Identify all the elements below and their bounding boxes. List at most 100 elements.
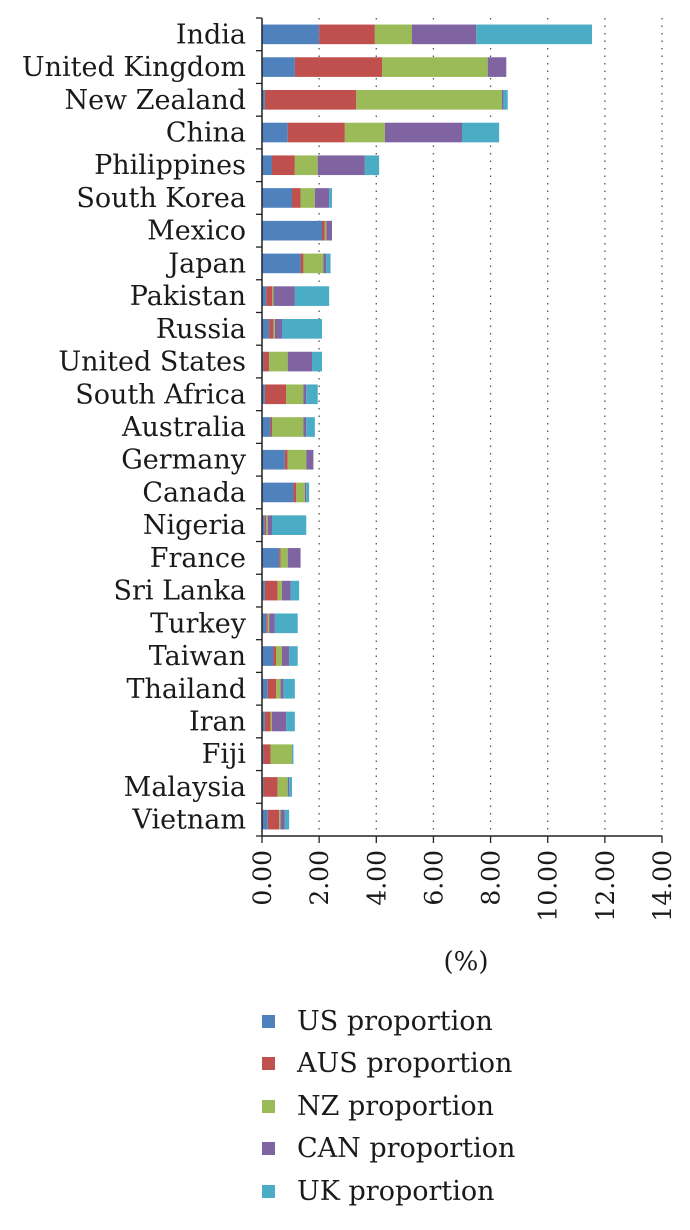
- bar-segment: [267, 678, 277, 699]
- bar-segment: [266, 515, 268, 535]
- bar-segment: [267, 515, 272, 535]
- bar-segment: [262, 384, 265, 405]
- bar-segment: [503, 89, 508, 110]
- category-label: United Kingdom: [22, 52, 246, 83]
- legend-label: NZ proportion: [297, 1090, 494, 1122]
- bar-segment: [282, 580, 291, 601]
- bar-segment: [273, 319, 275, 339]
- bar-segment: [282, 646, 290, 666]
- bar-segment: [262, 515, 265, 535]
- x-tick-label: 10.00: [534, 850, 563, 922]
- bar-segment: [284, 449, 288, 470]
- bar-segment: [296, 482, 305, 503]
- bar-segment: [329, 188, 332, 208]
- bar-segment: [266, 613, 268, 634]
- bar-segment: [280, 678, 284, 699]
- bar-segment: [269, 351, 288, 372]
- category-label: China: [166, 118, 246, 149]
- bar-segment: [326, 253, 331, 274]
- bar-segment: [287, 122, 345, 143]
- category-label: New Zealand: [64, 85, 246, 116]
- bar-segment: [262, 548, 280, 568]
- category-label: France: [150, 543, 246, 574]
- category-label: United States: [58, 347, 246, 378]
- bar-segment: [294, 155, 318, 176]
- bar-segment: [263, 777, 278, 797]
- bars: [262, 24, 592, 830]
- bar-segment: [279, 809, 281, 830]
- bar-segment: [317, 155, 365, 176]
- category-label: Vietnam: [131, 805, 246, 836]
- bar-segment: [263, 744, 271, 765]
- bar-segment: [293, 482, 297, 503]
- bar-segment: [344, 122, 385, 143]
- bar-segment: [262, 580, 265, 601]
- bar-segment: [262, 24, 320, 45]
- bar-segment: [273, 286, 295, 306]
- bar-segment: [487, 57, 507, 77]
- bar-segment: [262, 89, 265, 110]
- x-tick-label: 4.00: [362, 850, 391, 906]
- gridlines: [318, 18, 663, 836]
- bar-segment: [262, 319, 270, 339]
- legend-item: US proportion: [262, 1000, 515, 1043]
- x-tick-label: 6.00: [419, 850, 448, 906]
- axes: [256, 17, 663, 843]
- bar-segment: [269, 319, 274, 339]
- x-tick-label: 12.00: [591, 850, 620, 922]
- bar-segment: [287, 548, 301, 568]
- bar-segment: [272, 286, 274, 306]
- bar-segment: [262, 188, 292, 208]
- bar-segment: [286, 384, 304, 405]
- legend-item: CAN proportion: [262, 1128, 515, 1171]
- category-label: Canada: [142, 477, 246, 508]
- bar-segment: [326, 220, 332, 241]
- legend-label: UK proportion: [297, 1175, 495, 1207]
- bar-segment: [324, 220, 327, 241]
- category-label: Germany: [121, 445, 247, 476]
- bar-segment: [270, 711, 272, 732]
- bar-segment: [262, 482, 294, 503]
- bar-segment: [294, 286, 330, 306]
- bar-segment: [289, 646, 298, 666]
- bar-segment: [264, 384, 287, 405]
- bar-segment: [262, 155, 272, 176]
- bar-segment: [277, 777, 288, 797]
- x-tick-label: 8.00: [477, 850, 506, 906]
- bar-segment: [266, 286, 272, 306]
- bar-segment: [269, 613, 275, 634]
- bar-segment: [273, 646, 277, 666]
- bar-segment: [262, 678, 268, 699]
- bar-segment: [289, 777, 292, 797]
- category-label: Japan: [165, 248, 246, 279]
- bar-segment: [323, 253, 327, 274]
- bar-segment: [262, 286, 267, 306]
- bar-segment: [312, 351, 322, 372]
- bar-segment: [364, 155, 380, 176]
- bar-segment: [294, 57, 382, 77]
- category-label: Mexico: [147, 216, 246, 247]
- bar-segment: [306, 417, 315, 437]
- bar-segment: [272, 417, 304, 437]
- category-label: Fiji: [202, 739, 247, 770]
- bar-segment: [272, 155, 295, 176]
- bar-segment: [276, 678, 281, 699]
- category-label: Taiwan: [149, 641, 246, 672]
- bar-segment: [264, 580, 278, 601]
- bar-segment: [502, 89, 504, 110]
- bar-segment: [280, 809, 285, 830]
- bar-segment: [300, 253, 304, 274]
- bar-segment: [287, 351, 312, 372]
- bar-segment: [314, 188, 330, 208]
- legend-item: UK proportion: [262, 1170, 515, 1213]
- bar-segment: [279, 548, 281, 568]
- bar-segment: [274, 319, 282, 339]
- bar-segment: [322, 220, 325, 241]
- bar-segment: [290, 580, 300, 601]
- bar-segment: [476, 24, 592, 45]
- bar-segment: [382, 57, 488, 77]
- bar-segment: [303, 253, 324, 274]
- bar-segment: [276, 646, 282, 666]
- bar-segment: [262, 449, 285, 470]
